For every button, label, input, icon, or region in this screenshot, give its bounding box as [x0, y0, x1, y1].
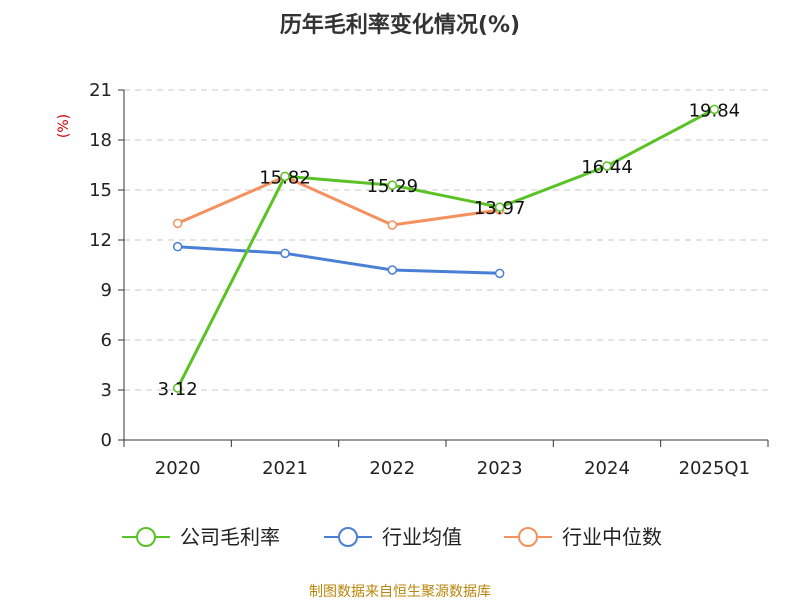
legend-marker	[518, 527, 538, 547]
y-tick-label: 15	[89, 180, 112, 201]
x-tick-label: 2024	[584, 458, 630, 479]
data-point	[602, 161, 612, 171]
legend-label: 行业中位数	[562, 525, 662, 549]
y-tick-label: 3	[101, 380, 112, 401]
data-label: 16.44	[581, 157, 633, 178]
series-line	[176, 107, 716, 390]
y-axis-label: (%)	[56, 114, 72, 138]
x-tick-label: 2023	[477, 458, 523, 479]
data-point	[387, 220, 398, 230]
data-label: 19.84	[689, 100, 741, 121]
data-point	[280, 171, 290, 182]
x-tick-label: 2021	[262, 458, 308, 479]
data-labels: 3.12 15.82 15.29 13.97 16.44 19.84	[158, 100, 740, 400]
data-point	[280, 248, 290, 259]
data-point	[387, 265, 398, 275]
chart-title: 历年毛利率变化情况(%)	[280, 12, 520, 38]
x-tick-label: 2025Q1	[679, 458, 750, 479]
data-label: 15.29	[367, 176, 419, 197]
y-tick-label: 0	[101, 430, 112, 451]
x-tick-label: 2020	[155, 458, 201, 479]
legend-marker	[338, 527, 358, 547]
legend-label: 公司毛利率	[180, 525, 280, 549]
data-label: 15.82	[259, 167, 311, 188]
x-tick-label: 2022	[369, 458, 415, 479]
series-line	[176, 245, 502, 275]
data-point	[494, 202, 505, 212]
series-line	[176, 175, 502, 227]
y-tick-label: 21	[89, 80, 112, 101]
data-label: 3.12	[158, 379, 198, 400]
series-layer	[172, 104, 720, 393]
legend-marker	[136, 527, 156, 547]
y-tick-label: 9	[101, 280, 112, 301]
grid	[124, 89, 768, 391]
data-point	[494, 268, 505, 279]
y-tick-label: 18	[89, 130, 112, 151]
data-point	[172, 241, 183, 252]
data-point	[709, 104, 720, 115]
legend-label: 行业均值	[382, 525, 462, 549]
legend: 公司毛利率 行业均值 行业中位数	[122, 525, 662, 549]
data-point	[387, 180, 398, 190]
y-tick-label: 6	[101, 330, 112, 351]
data-point	[172, 218, 183, 229]
data-point	[172, 383, 183, 393]
y-tick-label: 12	[89, 230, 112, 251]
data-label: 13.97	[474, 198, 526, 219]
axes: 0 3 6 9 12 15 18 21 2020 2021 2022 2023 2024 2025Q1	[89, 80, 769, 479]
source-note: 制图数据来自恒生聚源数据库	[309, 584, 491, 600]
